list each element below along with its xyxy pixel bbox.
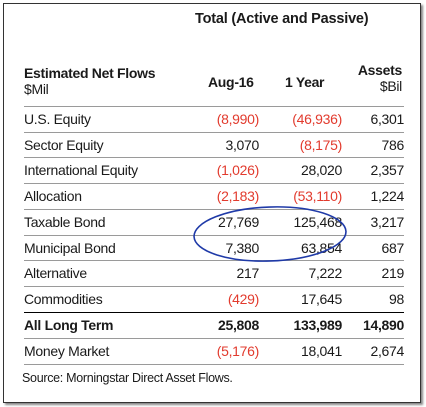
table-row-international-equity: International Equity (1,026) 28,020 2,35… [24,157,404,183]
table-bottom-rule [24,364,404,365]
row-year: (46,936) [292,111,342,127]
row-assets: 2,357 [370,162,404,178]
header-assets: Assets $Bil [358,62,402,94]
row-name: Sector Equity [24,137,104,153]
row-assets: 14,890 [362,317,404,333]
row-aug: (8,990) [216,111,260,127]
row-aug: (429) [227,291,259,307]
row-name: Alternative [24,265,87,281]
source-note: Source: Morningstar Direct Asset Flows. [22,371,233,385]
row-assets: 786 [381,137,405,153]
row-assets: 98 [389,291,404,307]
header-year: 1 Year [285,74,325,90]
header-label-line1: Estimated Net Flows [24,65,156,81]
row-aug: 3,070 [225,137,259,153]
row-name: All Long Term [24,317,114,333]
table-row-us-equity: U.S. Equity (8,990) (46,936) 6,301 [24,106,404,132]
row-assets: 219 [381,265,405,281]
row-name: U.S. Equity [24,111,91,127]
row-year: (53,110) [293,188,342,204]
row-year: 133,989 [293,317,342,333]
row-aug: (2,183) [216,188,260,204]
table-row-municipal-bond: Municipal Bond 7,380 63,854 687 [24,235,404,261]
header-assets-line2: $Bil [379,78,402,94]
table-row-taxable-bond: Taxable Bond 27,769 125,468 3,217 [24,209,404,235]
table-frame [3,3,421,403]
row-year: 18,041 [300,343,342,359]
row-assets: 6,301 [370,111,404,127]
row-name: Municipal Bond [24,240,116,256]
row-aug: (5,176) [216,343,260,359]
row-aug: 7,380 [225,240,259,256]
table-row-sector-equity: Sector Equity 3,070 (8,175) 786 [24,132,404,158]
highlight-ellipse [193,206,347,262]
header-assets-line1: Assets [357,62,402,78]
table-row-commodities: Commodities (429) 17,645 98 [24,286,404,312]
row-aug: (1,026) [216,162,260,178]
row-aug: 27,769 [217,214,259,230]
row-assets: 2,674 [370,343,404,359]
table-row-money-market: Money Market (5,176) 18,041 2,674 [24,338,404,364]
row-year: 17,645 [300,291,342,307]
table-title: Total (Active and Passive) [195,11,369,27]
header-label-line2: $Mil [24,81,49,97]
row-assets: 3,217 [370,214,404,230]
header-label: Estimated Net Flows $Mil [24,65,156,97]
row-assets: 687 [381,240,405,256]
row-year: 28,020 [300,162,342,178]
row-year: (8,175) [299,137,343,153]
table-row-all-long-term: All Long Term 25,808 133,989 14,890 [24,312,404,338]
row-aug: 25,808 [217,317,259,333]
header-aug: Aug-16 [208,74,254,90]
row-year: 63,854 [300,240,342,256]
row-year: 7,222 [308,265,342,281]
table-row-alternative: Alternative 217 7,222 219 [24,260,404,286]
row-name: Allocation [24,188,82,204]
row-aug: 217 [236,265,260,281]
row-name: Taxable Bond [24,214,106,230]
table-row-allocation: Allocation (2,183) (53,110) 1,224 [24,183,404,209]
row-name: Money Market [24,343,110,359]
row-name: Commodities [24,291,103,307]
row-year: 125,468 [293,214,342,230]
row-name: International Equity [24,162,138,178]
row-assets: 1,224 [370,188,404,204]
